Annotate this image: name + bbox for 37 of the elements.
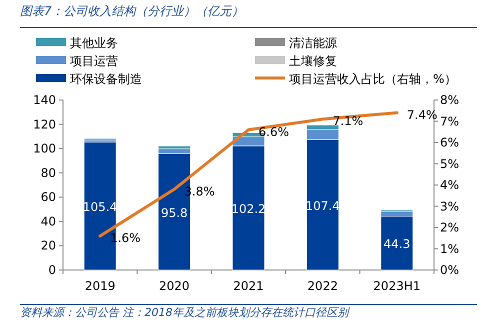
data-label: 44.3 [384, 237, 410, 252]
data-label: 95.8 [160, 206, 188, 220]
y2-tick-label: 4% [440, 178, 460, 192]
y-tick-label: 0 [48, 263, 56, 277]
x-tick-label: 2023H1 [373, 279, 420, 293]
data-label: 102.2 [231, 202, 266, 216]
y-tick-label: 120 [33, 117, 56, 132]
y2-tick-label: 7% [440, 114, 460, 128]
y2-tick-label: 3% [440, 199, 460, 214]
x-tick-label: 2021 [233, 279, 264, 293]
legend-label: 环保设备制造 [70, 72, 142, 86]
y2-tick-label: 6% [440, 136, 460, 150]
y-tick-label: 80 [40, 166, 56, 180]
data-label: 6.6% [258, 124, 289, 139]
text: 资料来源：公司公告 注：2018年及之前板块划分存在统计口径区别 [20, 306, 351, 320]
y2-tick-label: 5% [440, 156, 460, 171]
bar [380, 216, 414, 270]
y-tick-label: 140 [33, 93, 56, 107]
data-label: 7.4% [406, 108, 438, 122]
x-tick-label: 2020 [159, 279, 190, 293]
legend-label: 其他业务 [70, 36, 118, 50]
y2-tick-label: 2% [440, 220, 460, 234]
y-tick-label: 20 [40, 238, 56, 253]
legend-label: 土壤修复 [289, 54, 337, 68]
y-tick-label: 60 [40, 190, 56, 204]
legend-label: 清洁能源 [289, 36, 337, 50]
x-tick-label: 2022 [307, 279, 338, 293]
y2-tick-label: 8% [440, 93, 460, 107]
legend-label: 项目运营收入占比（右轴，%） [289, 72, 456, 86]
x-tick-label: 2019 [84, 279, 116, 293]
legend-label: 项目运营 [70, 54, 118, 68]
data-label: 7.1% [332, 114, 364, 128]
y2-tick-label: 0% [440, 263, 460, 277]
y2-tick-label: 1% [440, 242, 460, 256]
y-tick-label: 40 [40, 214, 56, 228]
y-tick-label: 100 [33, 142, 56, 156]
chart-title: 图表7：公司收入结构（分行业）（亿元） [20, 3, 244, 20]
